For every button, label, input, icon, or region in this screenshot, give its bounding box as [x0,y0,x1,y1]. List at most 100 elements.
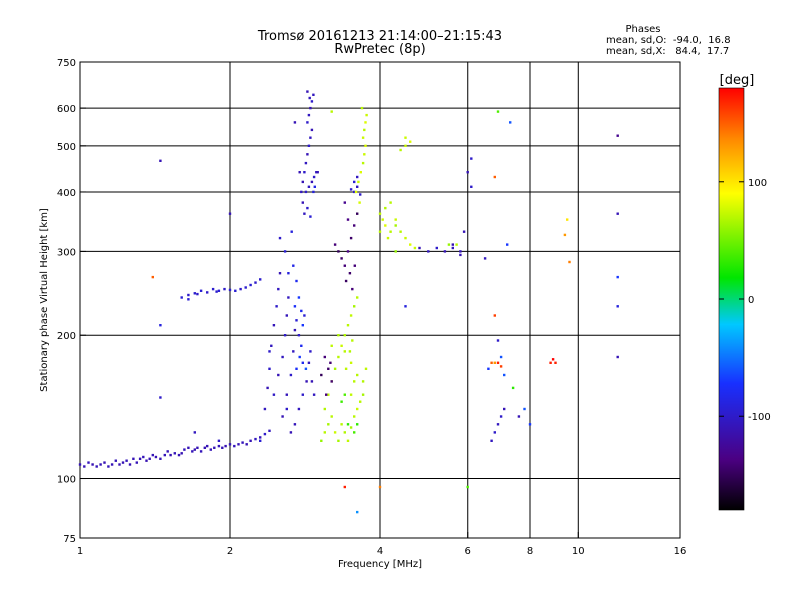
data-point [307,185,311,188]
data-point [266,386,269,390]
data-point [343,334,346,337]
data-point [241,441,244,444]
phases-x-stats: mean, sd,X: 84.4, 17.7 [606,46,729,57]
data-point [285,314,288,317]
data-point [404,305,407,308]
data-point [343,350,346,353]
data-point [309,106,312,110]
y-tick-label: 750 [57,58,76,69]
data-point [223,287,226,291]
data-point [325,393,328,396]
data-point [239,287,242,291]
data-point [466,485,469,489]
data-point [114,459,117,462]
data-point [228,288,232,292]
data-point [337,334,340,337]
data-point [466,171,469,174]
data-point [191,450,194,453]
data-point [496,423,500,426]
data-point [343,485,346,489]
data-point [346,324,350,327]
data-point [327,393,330,396]
data-point [616,212,619,215]
data-point [187,446,190,449]
data-point [364,144,367,147]
data-point [277,287,280,291]
data-point [356,212,359,215]
data-point [346,439,350,442]
data-point [435,246,438,250]
data-point [496,339,500,342]
data-point [330,380,333,383]
data-point [259,278,262,281]
data-point [297,334,301,337]
data-point [306,121,309,124]
data-point [353,224,356,227]
data-point [304,190,308,194]
colorbar-tick-label: -100 [748,412,771,423]
data-point [301,201,304,204]
data-point [209,448,212,451]
data-point [307,361,311,364]
data-point [211,287,215,291]
data-point [309,136,312,139]
data-point [359,171,362,174]
phases-heading: Phases [625,24,660,35]
data-points [78,90,619,514]
data-point [503,373,506,377]
data-point [313,185,316,188]
data-point [159,396,162,399]
data-point [451,243,454,246]
data-point [483,257,487,260]
phases-o-stats: mean, sd,O: -94.0, 16.8 [606,35,731,46]
data-point [462,230,466,233]
data-point [459,250,462,253]
data-point [283,334,287,337]
data-point [303,314,306,317]
data-point [306,153,309,156]
data-point [551,358,555,361]
data-point [337,439,340,442]
data-point [566,218,569,221]
data-point [196,292,199,296]
data-point [244,286,247,289]
data-point [278,236,282,240]
data-point [343,264,346,267]
data-point [353,305,356,308]
x-tick-label: 2 [227,546,233,557]
data-point [233,444,236,448]
data-point [308,96,311,100]
data-point [217,444,221,448]
data-point [361,393,365,396]
data-point [351,287,354,291]
data-point [361,380,365,383]
data-point [293,121,297,124]
data-point [228,212,232,215]
data-point [386,236,390,240]
data-point [470,157,473,160]
data-point [356,175,359,179]
data-point [490,361,493,364]
y-tick-label: 100 [57,475,76,486]
data-point [323,355,326,359]
data-point [270,344,273,347]
data-point [499,355,503,359]
data-point [254,437,257,441]
y-tick-label: 200 [57,331,76,342]
data-point [298,171,301,174]
data-point [523,407,526,411]
data-point [272,393,276,396]
data-point [263,407,267,411]
data-point [506,243,509,246]
data-point [459,253,462,257]
data-point [409,243,412,246]
data-point [323,431,326,434]
data-point [303,212,306,215]
data-point [245,443,248,446]
data-point [312,393,316,396]
data-point [487,367,490,370]
data-point [493,431,496,434]
data-point [394,250,397,253]
data-point [237,443,240,446]
data-point [349,393,353,396]
